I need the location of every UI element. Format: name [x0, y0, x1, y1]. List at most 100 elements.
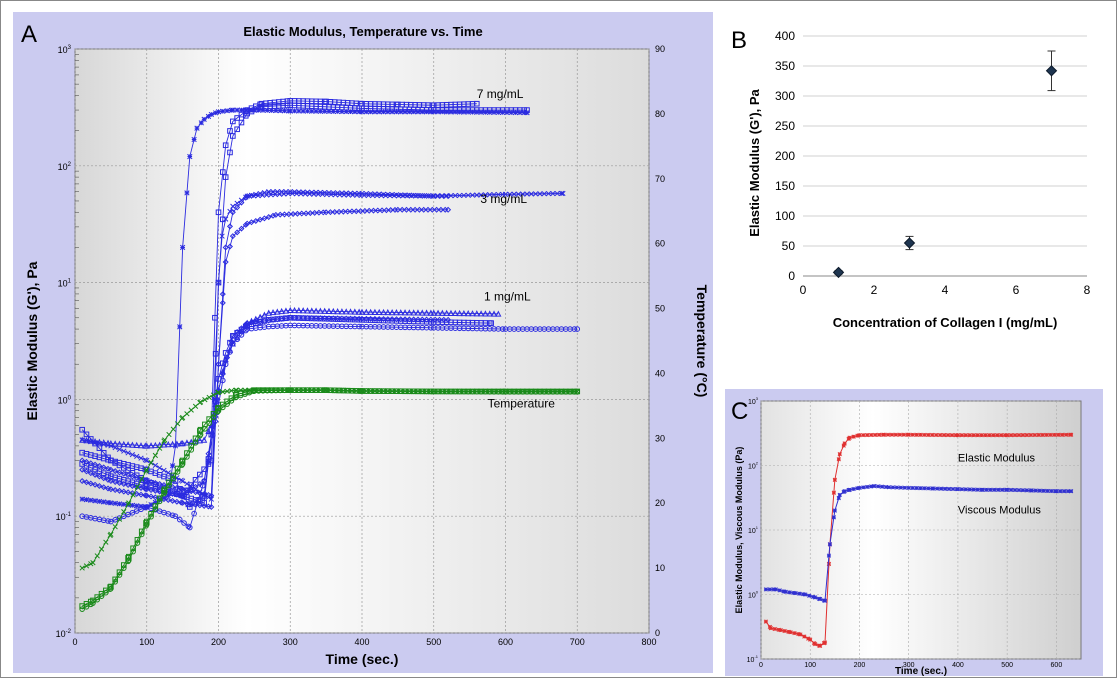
data-point-a — [410, 192, 417, 199]
data-point-c — [1016, 432, 1022, 438]
data-point-a — [161, 489, 168, 496]
data-point-a — [330, 108, 336, 115]
data-point-c — [788, 630, 793, 635]
data-point-c — [811, 594, 816, 600]
ticks-c: 0 100 200 300 400 500 600 10-1 100 101 102 103 — [747, 396, 1063, 669]
data-point-a — [112, 524, 118, 530]
data-point-c — [801, 592, 806, 597]
data-point-a — [257, 192, 264, 199]
data-point-c — [971, 487, 976, 492]
data-point-a — [499, 389, 506, 395]
data-point-a — [234, 115, 240, 121]
data-point-a — [133, 441, 140, 448]
y-tick-label-a: 10-2 — [56, 629, 72, 639]
data-point-c — [1029, 488, 1034, 493]
data-point-a — [380, 308, 387, 316]
data-point-c — [837, 492, 842, 498]
data-point-a — [465, 310, 472, 317]
data-point-c — [1003, 433, 1008, 438]
data-point-a — [129, 502, 136, 508]
data-point-c — [857, 485, 862, 491]
data-point-a — [323, 209, 330, 216]
data-point-a — [215, 279, 222, 286]
y-tick-label-b: 350 — [775, 59, 795, 73]
y-tick-label-a: 10-1 — [56, 512, 72, 522]
data-point-c — [942, 486, 948, 491]
data-point-a — [399, 206, 406, 213]
data-point-a — [152, 506, 159, 512]
data-point-c — [797, 591, 802, 596]
y-axis-label-a: Elastic Modulus (G'), Pa — [24, 261, 40, 420]
data-point-a — [208, 492, 215, 499]
annotation-a: 3 mg/mL — [480, 192, 527, 206]
data-point-a — [220, 377, 226, 384]
data-point-a — [351, 192, 358, 199]
data-point-c — [791, 590, 796, 596]
x-tick-label-b: 4 — [942, 283, 949, 297]
data-point-c — [901, 432, 906, 437]
data-point-a — [104, 465, 112, 472]
data-point-a — [300, 307, 307, 314]
data-point-a — [184, 481, 190, 487]
data-point-a — [473, 310, 480, 317]
data-point-a — [291, 314, 298, 321]
x-tick-label-c: 200 — [854, 662, 866, 669]
data-point-a — [257, 216, 264, 223]
data-point-a — [393, 309, 400, 316]
data-point-a — [179, 414, 186, 421]
data-point-a — [143, 486, 150, 493]
data-point-a — [170, 475, 177, 482]
data-point-a — [406, 309, 413, 316]
data-point-c — [918, 432, 923, 437]
data-point-a — [334, 315, 341, 322]
data-point-a — [120, 470, 127, 477]
data-point-c — [983, 433, 988, 438]
data-point-c — [1044, 432, 1049, 438]
data-point-c — [861, 432, 866, 438]
data-point-a — [317, 108, 324, 114]
data-point-a — [303, 210, 310, 217]
data-point-a — [105, 499, 111, 506]
x-tick-label-a: 0 — [72, 637, 77, 647]
data-point-c — [984, 487, 989, 492]
data-point-c — [1054, 489, 1059, 494]
data-point-a — [197, 471, 203, 478]
y-axis-label-c: Elastic Modulus, Viscous Modulus (Pa) — [734, 447, 744, 614]
data-point-a — [178, 492, 185, 499]
data-point-a — [228, 397, 235, 404]
data-point-c — [1048, 432, 1053, 438]
data-point-a — [219, 233, 225, 239]
data-point-a — [230, 118, 236, 125]
data-point-a — [79, 606, 85, 612]
data-point-c — [773, 587, 778, 592]
data-point-a — [188, 486, 195, 493]
data-point-a — [126, 557, 132, 564]
data-point-c — [889, 432, 895, 437]
data-point-a — [224, 401, 230, 407]
x-tick-label-a: 800 — [641, 637, 656, 647]
data-point-a — [430, 309, 437, 316]
data-point-a — [359, 109, 365, 115]
data-point-a — [269, 308, 277, 316]
data-point-a — [230, 203, 236, 209]
data-point-a — [343, 191, 350, 198]
data-point-a — [143, 492, 150, 499]
data-point-c — [946, 486, 952, 492]
data-point-a — [234, 126, 240, 133]
data-point-c — [827, 542, 833, 547]
data-point-a — [169, 490, 176, 497]
data-point-c — [876, 484, 881, 489]
data-point-a — [139, 476, 145, 482]
data-point-c — [980, 487, 985, 492]
data-point-a — [351, 308, 358, 315]
data-point-a — [160, 441, 168, 448]
y2-tick-label-a: 70 — [655, 174, 665, 184]
y-tick-label-a: 100 — [58, 395, 72, 405]
data-point-a — [545, 190, 552, 197]
data-point-a — [126, 500, 132, 506]
data-point-a — [87, 480, 94, 487]
data-point-a — [291, 108, 298, 114]
data-point-a — [138, 503, 144, 509]
data-point-a — [183, 439, 191, 446]
data-point-c — [926, 432, 931, 438]
